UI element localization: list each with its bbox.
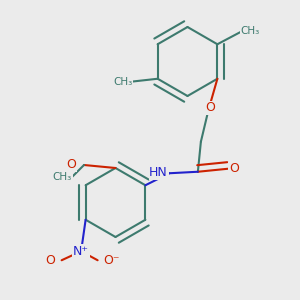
Text: CH₃: CH₃ bbox=[53, 172, 72, 182]
Text: N⁺: N⁺ bbox=[73, 245, 89, 258]
Text: O⁻: O⁻ bbox=[103, 254, 120, 267]
Text: O: O bbox=[67, 158, 76, 172]
Text: O: O bbox=[46, 254, 56, 267]
Text: HN: HN bbox=[149, 166, 168, 179]
Text: O: O bbox=[229, 162, 239, 175]
Text: O: O bbox=[205, 101, 215, 114]
Text: CH₃: CH₃ bbox=[113, 77, 133, 87]
Text: CH₃: CH₃ bbox=[241, 26, 260, 36]
